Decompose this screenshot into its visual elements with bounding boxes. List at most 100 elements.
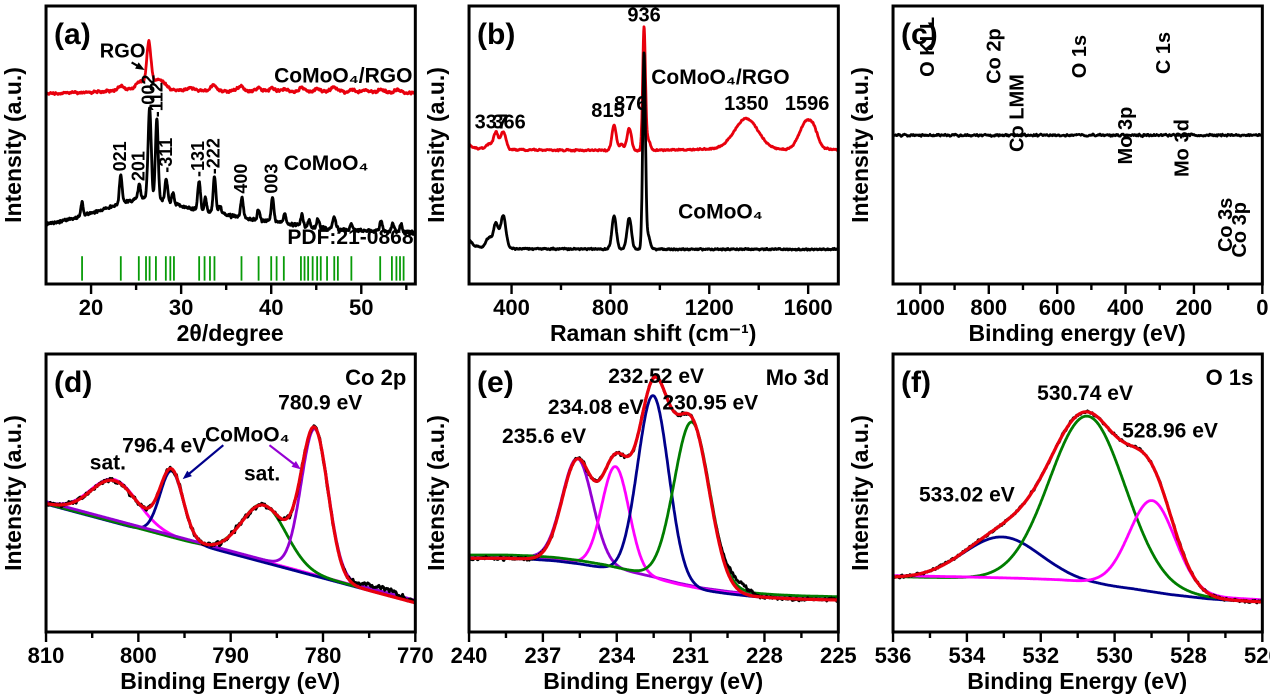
annotation-label: CoMoO₄ [205,424,290,447]
xps-peak-label: Co LMM [1006,74,1028,152]
x-tick-label: 231 [673,643,710,668]
panel-letter: (d) [54,366,92,399]
annotation-label: 796.4 eV [122,435,206,458]
xrd-peak-index-label: 201 [128,151,148,181]
panel-b-raman: 400 800 1200 1600 337 366 815 876 936 1350 1596 CoM… [423,0,846,348]
panel-d-co2p-xps: 810 800 790 780 770 sat. 796.4 eV CoMoO₄ sat. 780… [0,348,434,696]
x-tick-label: 532 [1022,643,1059,668]
x-tick-label: 200 [1175,295,1212,320]
x-tick-label: 526 [1244,643,1270,668]
plot-area-mo3d: 240 237 234 231 228 225 235.6 eV 234.08 eV 232.5… [451,352,857,668]
xps-peak-label: O 1s [1069,35,1091,78]
panel-letter: (f) [901,366,931,399]
x-tick-label: 800 [120,643,157,668]
corner-label: O 1s [1205,365,1253,390]
panel-f-chart: 536 534 532 530 528 526 533.02 eV 530.74 eV 528.… [847,352,1270,694]
x-tick-label: 237 [525,643,562,668]
x-axis-title: Binding energy (eV) [968,320,1185,346]
x-tick-label: 600 [1038,295,1075,320]
y-axis-title: Intensity (a.u.) [0,67,26,223]
x-tick-label: 810 [28,643,65,668]
x-axis-title: Binding Energy (eV) [120,668,340,694]
corner-label: Co 2p [345,365,406,390]
x-axis-title: 2θ/degree [177,320,284,346]
annotation-label: sat. [90,451,126,474]
annotation-label: 234.08 eV [548,396,644,419]
y-axis-title: Intensity (a.u.) [423,67,449,223]
x-tick-label: 1200 [685,295,734,320]
annotation-label: 1350 [724,93,769,115]
xps-peak-label: O KLL [917,17,939,77]
annotation-label: 337 [475,111,508,133]
panel-letter: (e) [477,366,514,399]
xps-peak-label: Co 3s [1215,198,1237,252]
annotation-label: 815 [592,100,625,122]
x-tick-label: 0 [1256,295,1268,320]
annotation-label: 235.6 eV [502,425,586,448]
xrd-peak-index-label: 400 [231,164,251,194]
annotation-label: 530.74 eV [1037,382,1133,405]
annotation-label: CoMoO₄/RGO [274,64,412,87]
annotation-label: 1596 [785,93,830,115]
plot-area-o1s: 536 534 532 530 528 526 533.02 eV 530.74 eV 528.… [874,352,1270,668]
x-tick-label: 790 [212,643,249,668]
xrd-peak-index-label: -311 [156,138,176,173]
x-tick-label: 400 [494,295,531,320]
xrd-peak-index-label: 003 [262,164,282,194]
xps-peak-label: C 1s [1153,32,1175,74]
x-tick-label: 1600 [784,295,833,320]
y-axis-title: Intensity (a.u.) [0,415,26,571]
xps-peak-label: Mo 3d [1171,119,1193,177]
xrd-peak-index-label: -112 [147,82,167,117]
annotation-label: 232.52 eV [609,365,705,388]
x-tick-label: 534 [948,643,985,668]
x-axis-title: Binding Energy (eV) [967,668,1187,694]
panel-e-chart: 240 237 234 231 228 225 235.6 eV 234.08 eV 232.5… [423,352,857,694]
x-tick-label: 240 [451,643,488,668]
x-tick-label: 400 [1107,295,1144,320]
y-axis-title: Intensity (a.u.) [847,415,873,571]
x-tick-label: 20 [79,295,103,320]
x-tick-label: 770 [397,643,434,668]
xps-peak-label: Co 2p [983,28,1005,84]
panel-letter: (c) [901,18,938,51]
annotation-label: 936 [628,4,661,26]
x-tick-label: 225 [820,643,857,668]
panel-f-o1s-xps: 536 534 532 530 528 526 533.02 eV 530.74 eV 528.… [847,348,1270,696]
annotation-label: 876 [614,93,647,115]
x-tick-label: 40 [259,295,283,320]
annotation-label: 533.02 eV [919,483,1015,506]
x-tick-label: 530 [1096,643,1133,668]
annotation-label: sat. [244,462,280,485]
annotation-label: CoMoO₄ [284,152,369,175]
xrd-peak-index-label: 021 [110,141,130,171]
annotation-label: 230.95 eV [663,392,759,415]
xps-peak-label: Mo 3p [1115,107,1137,165]
panel-e-mo3d-xps: 240 237 234 231 228 225 235.6 eV 234.08 eV 232.5… [423,348,857,696]
y-axis-title: Intensity (a.u.) [423,415,449,571]
x-axis-title: Binding Energy (eV) [544,668,764,694]
annotation-label: 366 [493,111,526,133]
x-axis-title: Raman shift (cm⁻¹) [550,320,756,346]
panel-c-xps-survey: 1000 800 600 400 200 0 O KLL Co 2p Co LMM O 1s Mo … [847,0,1270,348]
xrd-peak-index-label: 002 [139,75,159,105]
xrd-peak-index-label: -131 [188,141,208,177]
xrd-peak-index-label: -222 [203,138,223,174]
corner-label: Mo 3d [766,365,830,390]
x-tick-label: 50 [349,295,373,320]
annotation-label: PDF:21-0868 [287,226,413,249]
annotation-label: RGO [100,40,146,62]
annotation-label: 528.96 eV [1122,419,1218,442]
x-tick-label: 536 [874,643,911,668]
panel-letter: (b) [477,18,515,51]
y-axis-title: Intensity (a.u.) [847,67,873,223]
annotation-label: CoMoO₄/RGO [652,66,790,89]
x-tick-label: 528 [1170,643,1207,668]
